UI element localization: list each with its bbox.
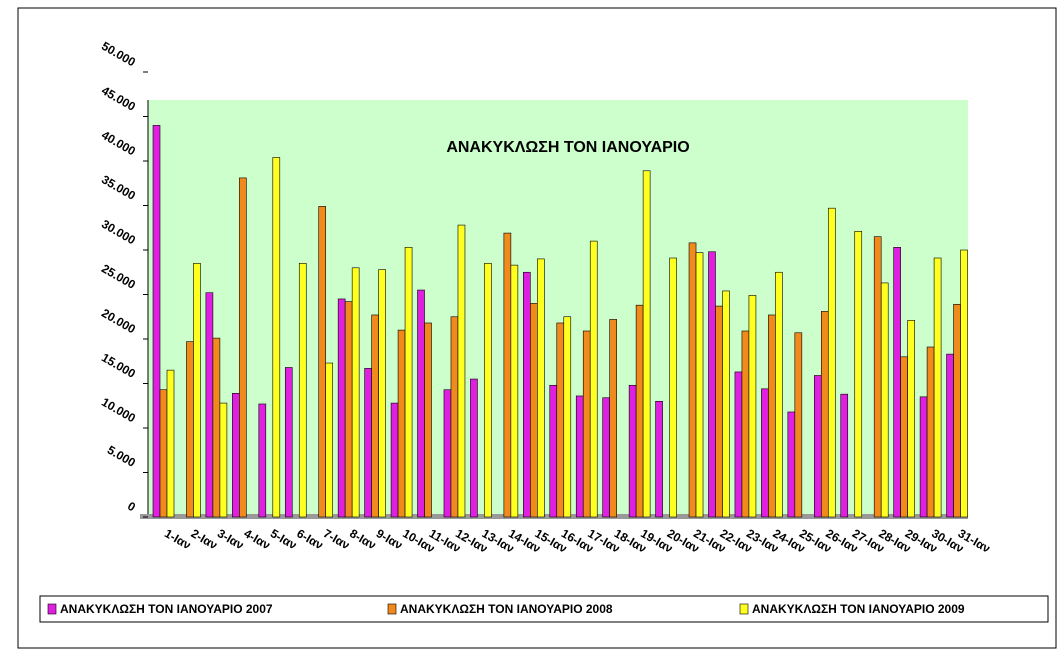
bar (602, 397, 610, 518)
bar (390, 402, 399, 518)
bar (364, 368, 372, 518)
bar (212, 337, 221, 518)
bar (768, 314, 776, 518)
bar (669, 257, 677, 518)
bar (450, 316, 459, 518)
bar (582, 330, 591, 518)
bar (371, 314, 379, 518)
bar (628, 384, 637, 518)
bar (563, 316, 572, 518)
bar (880, 282, 889, 518)
bar (715, 305, 723, 518)
bar (284, 367, 293, 518)
bar (953, 303, 961, 518)
bar (907, 320, 915, 518)
bar (503, 232, 512, 518)
bar (820, 311, 829, 518)
bar (484, 263, 492, 518)
bar (344, 301, 353, 518)
chart-title: ΑΝΑΚΥΚΛΩΣΗ ΤΟΝ ΙΑΝΟΥΑΡΙΟ (446, 139, 689, 156)
bar (794, 332, 803, 518)
bar (734, 371, 743, 518)
legend-swatch (387, 603, 397, 615)
bar (205, 292, 214, 518)
legend-label: ΑΝΑΚΥΚΛΩΣΗ ΤΟΝ ΙΑΝΟΥΑΡΙΟ 2009 (752, 602, 965, 616)
bar (272, 157, 281, 518)
bar (457, 224, 466, 518)
bar (761, 388, 769, 518)
bar (926, 346, 935, 518)
bar (556, 322, 565, 518)
bar (946, 353, 954, 518)
bar (193, 263, 201, 518)
bar (900, 356, 908, 518)
bar (470, 378, 478, 518)
bar (873, 236, 882, 518)
bar (219, 402, 228, 518)
bar (523, 271, 531, 518)
bar (159, 389, 168, 518)
bar (510, 264, 519, 518)
bar (530, 303, 538, 518)
bar (424, 322, 432, 518)
bar (337, 298, 346, 518)
bar (351, 267, 360, 518)
bar (318, 206, 327, 518)
bar (893, 247, 901, 518)
bar (960, 249, 968, 518)
bar (298, 263, 307, 518)
bar (325, 362, 334, 518)
bar (854, 231, 863, 518)
bar (813, 375, 822, 518)
bar (748, 295, 757, 518)
bar (722, 290, 730, 518)
bar (827, 207, 836, 518)
bar (919, 396, 928, 518)
bar (397, 329, 406, 518)
bar (635, 304, 644, 518)
legend-swatch (47, 603, 57, 615)
bar (708, 251, 716, 518)
bar (575, 395, 584, 518)
bar (589, 240, 598, 518)
bar (378, 269, 386, 518)
bar (787, 411, 796, 518)
bar (537, 258, 545, 518)
bar (933, 257, 942, 518)
legend-label: ΑΝΑΚΥΚΛΩΣΗ ΤΟΝ ΙΑΝΟΥΑΡΙΟ 2007 (60, 602, 273, 616)
bar (695, 252, 704, 518)
bar (741, 330, 750, 518)
bar (166, 369, 175, 518)
legend (39, 595, 1049, 623)
bar (152, 125, 161, 518)
bar (232, 392, 240, 518)
bar (549, 384, 558, 518)
bar (404, 247, 413, 518)
bar (840, 393, 849, 518)
bar (655, 400, 663, 518)
bar (258, 403, 267, 518)
bar (239, 177, 247, 518)
bar (609, 319, 617, 518)
bar (775, 271, 783, 518)
bar (688, 242, 697, 518)
legend-label: ΑΝΑΚΥΚΛΩΣΗ ΤΟΝ ΙΑΝΟΥΑΡΙΟ 2008 (400, 602, 613, 616)
bar (642, 170, 651, 518)
bar (186, 341, 194, 518)
bar (443, 389, 452, 518)
legend-swatch (739, 603, 749, 615)
bar (417, 289, 425, 518)
